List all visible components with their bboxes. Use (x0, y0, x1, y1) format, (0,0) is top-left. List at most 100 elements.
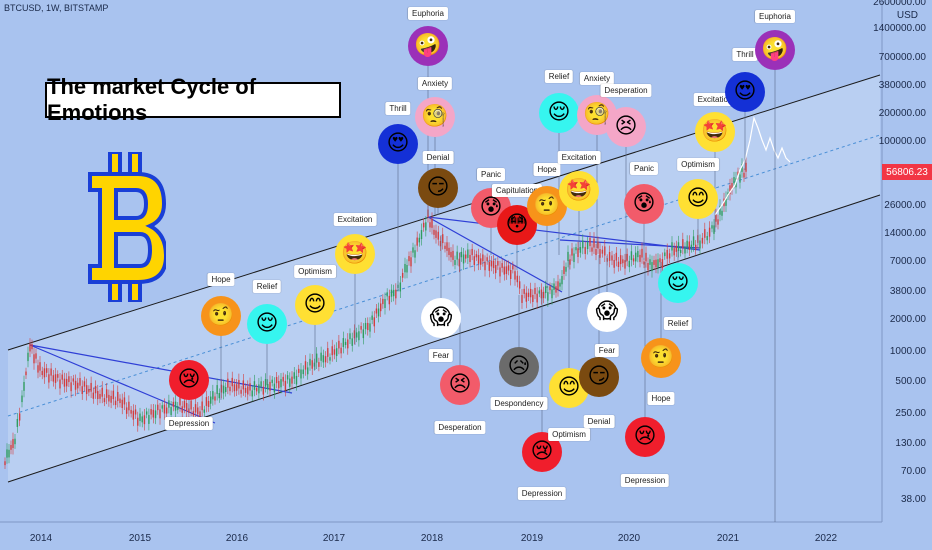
candle-body (437, 231, 439, 240)
candle-body (717, 219, 719, 225)
candle-body (163, 404, 166, 414)
bitcoin-logo (88, 152, 166, 302)
year-tick: 2019 (520, 533, 544, 544)
candle-body (45, 368, 48, 373)
candle-body (258, 384, 260, 394)
candle-body (719, 205, 721, 215)
year-tick: 2022 (814, 533, 838, 544)
candle-body (510, 270, 512, 279)
candle-body (503, 266, 505, 275)
candle-body (725, 197, 727, 206)
candle-body (711, 225, 713, 229)
candle-body (452, 250, 454, 260)
candle-body (63, 378, 66, 387)
candle-body (77, 382, 79, 389)
emotion-label: Hope (207, 273, 235, 286)
smiling-face-icon: 😊 (678, 179, 718, 219)
hopeful-face-icon: 🤨 (201, 296, 241, 336)
candle-body (251, 390, 253, 397)
candle-body (549, 286, 551, 291)
candle-body (360, 326, 362, 330)
emotion-label: Hope (647, 392, 675, 405)
candle-body (192, 411, 195, 416)
candle-body (61, 374, 63, 380)
candle-body (446, 242, 448, 251)
candle-body (425, 222, 427, 231)
candle-body (505, 266, 508, 275)
relieved-face-icon: 😌 (658, 263, 698, 303)
emotion-label: Panic (476, 168, 506, 181)
candle-body (278, 381, 280, 389)
candle-body (125, 407, 128, 414)
crazy-face-icon: 🤪 (408, 26, 448, 66)
emotion-label: Hope (533, 163, 561, 176)
candle-body (35, 353, 37, 359)
star-eyes-face-icon: 🤩 (335, 234, 375, 274)
candle-body (390, 289, 393, 297)
candle-body (410, 257, 412, 267)
emotion-label: Denial (422, 151, 454, 164)
price-tick: 130.00 (895, 438, 926, 449)
year-tick: 2020 (617, 533, 641, 544)
candle-body (280, 379, 282, 388)
price-tick: 380000.00 (878, 80, 926, 91)
candle-body (291, 376, 293, 384)
candle-body (741, 164, 743, 172)
candle-body (347, 339, 349, 349)
candle-body (364, 322, 367, 330)
candle-body (412, 247, 414, 253)
candle-body (713, 225, 715, 234)
candle-body (218, 393, 220, 399)
candle-body (83, 381, 86, 387)
sad-face-icon: 😢 (169, 360, 209, 400)
candle-body (659, 258, 661, 263)
scream-face-icon: 😱 (587, 292, 627, 332)
candle-body (617, 261, 620, 267)
relieved-face-icon: 😌 (247, 304, 287, 344)
candle-body (289, 378, 291, 387)
candle-body (721, 210, 723, 216)
price-tick: 2000.00 (889, 314, 926, 325)
candle-body (369, 323, 371, 332)
smirk-face-icon: 😏 (418, 168, 458, 208)
candle-body (579, 246, 582, 253)
candle-body (331, 346, 333, 356)
candle-body (159, 409, 161, 419)
candle-body (626, 253, 628, 261)
price-tick: 700000.00 (878, 52, 926, 63)
trend-line (427, 216, 701, 251)
emotion-label: Depression (164, 417, 214, 430)
candle-body (79, 378, 81, 386)
candle-body (342, 338, 345, 347)
candle-body (475, 254, 478, 258)
candle-body (235, 384, 238, 391)
candle-body (205, 397, 208, 406)
candle-body (499, 267, 501, 277)
price-tick: 38.00 (900, 494, 926, 505)
candle-body (584, 246, 586, 254)
candle-body (199, 411, 201, 418)
candle-body (72, 378, 75, 382)
candle-body (525, 292, 528, 302)
candle-body (731, 183, 733, 190)
candle-body (103, 398, 106, 403)
candle-body (745, 162, 747, 172)
candle-body (404, 263, 406, 273)
candle-body (551, 289, 553, 299)
candle-body (686, 240, 688, 248)
candle-body (380, 303, 382, 312)
emotion-label: Optimism (677, 158, 719, 171)
candle-body (545, 286, 547, 294)
price-axis[interactable]: USD 2600000.00 1400000.00 700000.00 380000.… (873, 0, 932, 522)
candle-body (664, 252, 666, 257)
candle-body (318, 362, 320, 367)
candle-body (320, 352, 322, 361)
emotion-label: Thrill (732, 48, 758, 61)
candle-body (395, 289, 397, 299)
emotion-label: Excitation (333, 213, 377, 226)
trend-line (427, 216, 563, 293)
candle-body (733, 177, 735, 184)
candle-body (675, 245, 678, 252)
